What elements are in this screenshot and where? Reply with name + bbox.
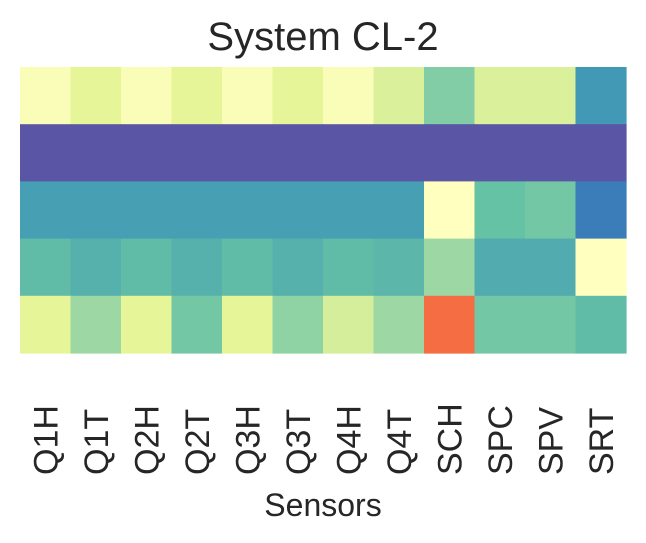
heatmap-cell-r1-q2h [121, 124, 173, 182]
x-tick-srt: SRT [583, 408, 621, 475]
heatmap-cell-r0-sch [424, 67, 476, 125]
heatmap-cell-r4-q4t [373, 295, 425, 354]
heatmap-cell-r1-spc [474, 124, 526, 182]
heatmap-cell-r3-q1t [70, 238, 122, 297]
heatmap-cell-r0-q1h [20, 67, 72, 125]
chart-title: System CL-2 [207, 15, 438, 59]
heatmap-cell-r1-sch [424, 124, 476, 182]
heatmap-cell-r0-q2t [171, 67, 223, 125]
heatmap-cell-r1-q4h [323, 124, 375, 182]
heatmap-cell-r4-q4h [323, 295, 375, 354]
heatmap-cell-r3-sch [424, 238, 476, 297]
heatmap-cell-r3-q3h [222, 238, 274, 297]
heatmap-cell-r1-q4t [373, 124, 425, 182]
heatmap-cell-r2-q4h [323, 181, 375, 240]
x-tick-sch: SCH [431, 403, 469, 475]
heatmap-cell-r3-spv [525, 238, 577, 297]
heatmap-cell-r4-spv [525, 295, 577, 354]
heatmap-cell-r3-q2h [121, 238, 173, 297]
x-tick-spc: SPC [482, 405, 520, 475]
heatmap-cell-r0-q4h [323, 67, 375, 125]
heatmap-cell-r3-q3t [272, 238, 324, 297]
heatmap-cell-r4-srt [575, 295, 627, 354]
heatmap-cell-r1-q3h [222, 124, 274, 182]
x-tick-q2h: Q2H [128, 405, 166, 475]
x-tick-q3t: Q3T [280, 409, 318, 475]
x-tick-q4h: Q4H [330, 405, 368, 475]
heatmap-cell-r2-q2t [171, 181, 223, 240]
heatmap-cell-r2-q4t [373, 181, 425, 240]
heatmap-cell-r0-q3h [222, 67, 274, 125]
heatmap-cell-r3-srt [575, 238, 627, 297]
heatmap-cell-r2-q2h [121, 181, 173, 240]
heatmap-cell-r1-q3t [272, 124, 324, 182]
heatmap-cell-r2-sch [424, 181, 476, 240]
heatmap-cell-r3-q2t [171, 238, 223, 297]
x-tick-spv: SPV [532, 407, 570, 475]
heatmap-cell-r4-sch [424, 295, 476, 354]
heatmap-cell-r0-q2h [121, 67, 173, 125]
heatmap-cell-r1-q1t [70, 124, 122, 182]
heatmap-cell-r3-q4h [323, 238, 375, 297]
heatmap-cell-r2-q3t [272, 181, 324, 240]
x-axis-label: Sensors [264, 487, 381, 523]
heatmap-cell-r4-q1t [70, 295, 122, 354]
heatmap-cell-r0-q3t [272, 67, 324, 125]
x-tick-q1h: Q1H [27, 405, 65, 475]
x-tick-q2t: Q2T [179, 409, 217, 475]
heatmap-cell-r2-spc [474, 181, 526, 240]
heatmap-cell-r4-q1h [20, 295, 72, 354]
heatmap-cell-r4-q2h [121, 295, 173, 354]
heatmap-cell-r1-q2t [171, 124, 223, 182]
heatmap-cell-r2-q1t [70, 181, 122, 240]
heatmap-cell-r3-q1h [20, 238, 72, 297]
heatmap-cell-r0-q1t [70, 67, 122, 125]
heatmap-cell-r2-q3h [222, 181, 274, 240]
heatmap-cell-r2-srt [575, 181, 627, 240]
heatmap-cell-r2-spv [525, 181, 577, 240]
heatmap-cell-r0-spc [474, 67, 526, 125]
heatmap-cell-r0-spv [525, 67, 577, 125]
x-tick-q1t: Q1T [78, 409, 116, 475]
heatmap-cell-r0-q4t [373, 67, 425, 125]
heatmap-cell-r4-q3t [272, 295, 324, 354]
heatmap-cell-r4-q2t [171, 295, 223, 354]
heatmap-cell-r1-q1h [20, 124, 72, 182]
heatmap-cell-r3-spc [474, 238, 526, 297]
heatmap-cell-r0-srt [575, 67, 627, 125]
heatmap-cell-r1-srt [575, 124, 627, 182]
x-tick-q3h: Q3H [229, 405, 267, 475]
heatmap-cell-r2-q1h [20, 181, 72, 240]
heatmap-cell-r1-spv [525, 124, 577, 182]
x-tick-q4t: Q4T [381, 409, 419, 475]
heatmap-cell-r4-spc [474, 295, 526, 354]
heatmap-cells [20, 67, 627, 354]
heatmap-cell-r3-q4t [373, 238, 425, 297]
x-tick-labels: Q1H Q1T Q2H Q2T Q3H Q3T Q4H Q4T SCH SPC SPV SRT [27, 403, 621, 475]
heatmap-cell-r4-q3h [222, 295, 274, 354]
